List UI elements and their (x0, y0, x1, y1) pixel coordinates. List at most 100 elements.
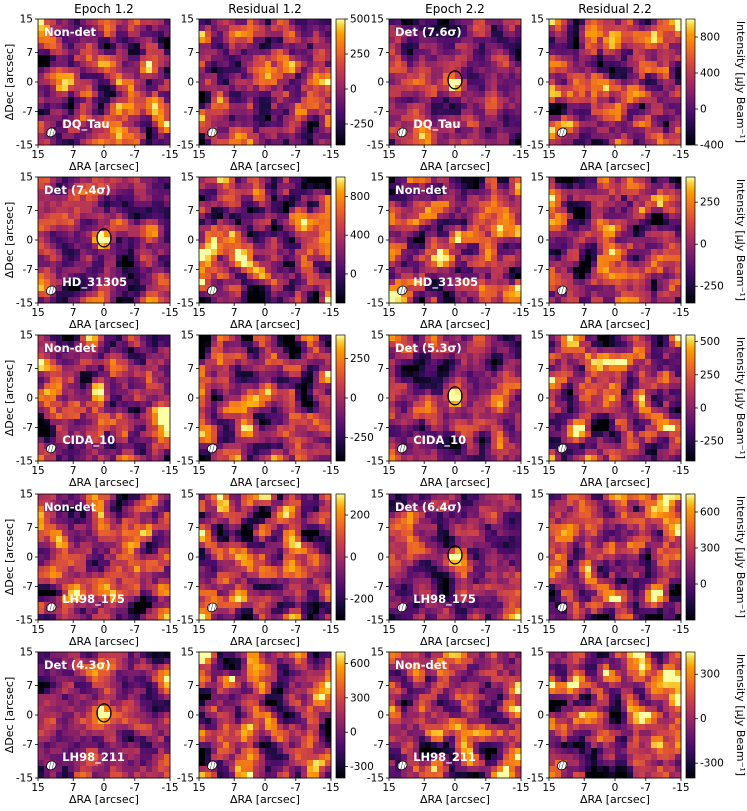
heatmap-cell (235, 353, 242, 360)
heatmap-cell (515, 347, 522, 354)
heatmap-cell (110, 201, 117, 208)
heatmap-cell (283, 353, 290, 360)
heatmap-cell (413, 201, 420, 208)
heatmap-cell (413, 335, 420, 342)
heatmap-cell (461, 61, 468, 68)
heatmap-cell (515, 279, 522, 286)
heatmap-cell (205, 91, 212, 98)
heatmap-cell (657, 261, 664, 268)
heatmap-cell (395, 31, 402, 38)
heatmap-cell (277, 121, 284, 128)
heatmap-cell (152, 341, 159, 348)
heatmap-cell (597, 67, 604, 74)
heatmap-cell (295, 49, 302, 56)
heatmap-cell (621, 37, 628, 44)
heatmap-cell (497, 73, 504, 80)
heatmap-cell (301, 297, 308, 304)
heatmap-cell (122, 407, 129, 414)
heatmap-cell (591, 79, 598, 86)
heatmap-cell (241, 255, 248, 262)
heatmap-cell (325, 401, 332, 408)
heatmap-cell (645, 261, 652, 268)
heatmap-cell (199, 341, 206, 348)
x-tick-label: -15 (322, 307, 339, 319)
heatmap-cell (92, 207, 99, 214)
heatmap-cell (271, 291, 278, 298)
heatmap-cell (455, 177, 462, 184)
heatmap-cell (401, 115, 408, 122)
heatmap-cell (50, 377, 57, 384)
heatmap-cell (205, 55, 212, 62)
heatmap-cell (313, 383, 320, 390)
heatmap-cell (675, 49, 682, 56)
heatmap-cell (164, 85, 171, 92)
heatmap-cell (140, 353, 147, 360)
heatmap-cell (295, 189, 302, 196)
heatmap-cell (669, 73, 676, 80)
heatmap-cell (98, 285, 105, 292)
heatmap-cell (443, 79, 450, 86)
heatmap-cell (609, 249, 616, 256)
heatmap-cell (295, 425, 302, 432)
heatmap-cell (98, 189, 105, 196)
heatmap-cell (247, 285, 254, 292)
heatmap-cell (134, 383, 141, 390)
heatmap-cell (164, 201, 171, 208)
heatmap-cell (38, 225, 45, 232)
heatmap-cell (319, 261, 326, 268)
heatmap-cell (597, 207, 604, 214)
heatmap-cell (425, 255, 432, 262)
heatmap-cell (211, 359, 218, 366)
heatmap-cell (223, 177, 230, 184)
colorbar-tick-label: -250 (350, 119, 374, 131)
heatmap-cell (56, 365, 63, 372)
heatmap-cell (104, 183, 111, 190)
heatmap-cell (627, 195, 634, 202)
heatmap-cell (591, 297, 598, 304)
heatmap-cell (98, 443, 105, 450)
heatmap-cell (413, 261, 420, 268)
heatmap-cell (407, 79, 414, 86)
heatmap-cell (74, 177, 81, 184)
heatmap-cell (437, 285, 444, 292)
heatmap-cell (295, 297, 302, 304)
heatmap-cell (277, 377, 284, 384)
heatmap-cell (253, 243, 260, 250)
heatmap-cell (122, 261, 129, 268)
heatmap-cell (497, 189, 504, 196)
heatmap-cell (449, 285, 456, 292)
heatmap-cell (615, 61, 622, 68)
heatmap-cell (479, 341, 486, 348)
heatmap-cell (265, 201, 272, 208)
heatmap-cell (437, 237, 444, 244)
heatmap-cell (497, 335, 504, 342)
y-tick-label: -15 (527, 298, 544, 310)
heatmap-cell (431, 237, 438, 244)
heatmap-cell (413, 55, 420, 62)
heatmap-cell (307, 55, 314, 62)
heatmap-cell (271, 383, 278, 390)
y-tick-label: -15 (367, 140, 384, 152)
heatmap-cell (467, 85, 474, 92)
colorbar-tick-label: -250 (700, 281, 724, 293)
heatmap-cell (621, 115, 628, 122)
heatmap-cell (38, 55, 45, 62)
heatmap-cell (140, 189, 147, 196)
heatmap-cell (92, 335, 99, 342)
heatmap-cell (645, 127, 652, 134)
heatmap-cell (92, 213, 99, 220)
heatmap-cell (455, 109, 462, 116)
heatmap-cell (104, 249, 111, 256)
heatmap-cell (217, 425, 224, 432)
heatmap-cell (223, 207, 230, 214)
x-tick-label: -15 (161, 149, 178, 161)
heatmap-cell (116, 207, 123, 214)
heatmap-cell (217, 353, 224, 360)
heatmap-cell (515, 37, 522, 44)
heatmap-cell (289, 121, 296, 128)
heatmap-cell (603, 133, 610, 140)
heatmap-cell (211, 31, 218, 38)
heatmap-cell (567, 109, 574, 116)
heatmap-cell (591, 285, 598, 292)
